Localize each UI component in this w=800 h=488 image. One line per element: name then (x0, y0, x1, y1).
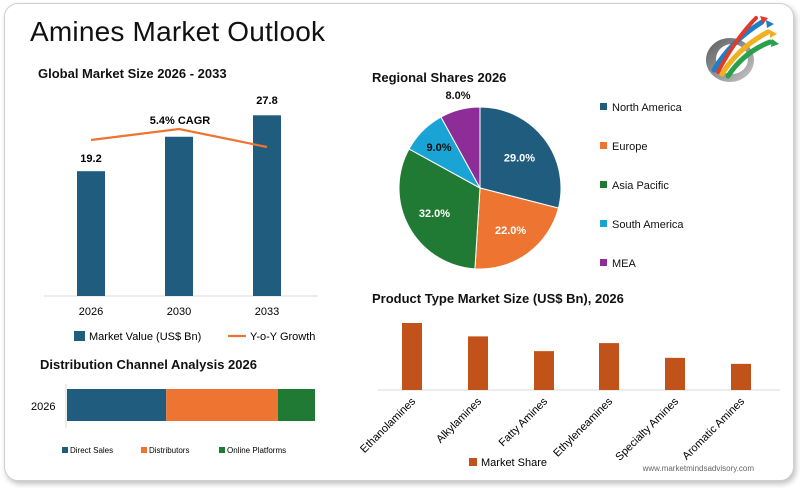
legend-item-europe: Europe (600, 137, 647, 155)
distribution-chart: 2026 Direct Sales Distributors Online Pl… (31, 384, 315, 455)
legend-item-south-america: South America (600, 215, 684, 233)
pie-slice-mea (440, 106, 481, 189)
tick-label-ethyleneamines: Ethyleneamines (551, 395, 615, 459)
bar-2026 (77, 171, 105, 296)
legend-swatch-market-share (469, 458, 477, 466)
legend-label-distributors: Distributors (149, 446, 189, 455)
pie-slice-europe (474, 187, 560, 270)
tick-label-ethanolamines: Ethanolamines (360, 395, 418, 455)
value-label-2026: 19.2 (80, 153, 101, 165)
product-type-chart: Ethanolamines Alkylamines Fatty Amines Ethy… (360, 323, 780, 469)
legend-label-market-value: Market Value (US$ Bn) (89, 331, 201, 343)
legend-item-mea: MEA (600, 254, 636, 272)
regional-shares-title: Regional Shares 2026 (372, 70, 507, 85)
legend-label-south-america: South America (612, 219, 684, 231)
legend-swatch-asia-pacific (600, 181, 607, 189)
pie-label-south-america: 9.0% (426, 142, 451, 154)
tick-label-2033: 2033 (255, 306, 279, 318)
regional-pie-chart: 29.0% 22.0% 32.0% 9.0% 8.0% (398, 90, 562, 270)
pie-label-north-america: 29.0% (504, 152, 535, 164)
global-market-chart: 19.2 27.8 5.4% CAGR 2026 2030 2033 Marke… (44, 95, 318, 343)
pie-label-mea: 8.0% (445, 90, 470, 102)
legend-label-direct-sales: Direct Sales (70, 446, 113, 455)
bar-ethanolamines (402, 323, 422, 390)
growth-line (90, 127, 268, 149)
legend-swatch-mea (600, 259, 607, 267)
legend-label-online-platforms: Online Platforms (227, 446, 286, 455)
value-label-2033: 27.8 (256, 95, 277, 107)
page-title: Amines Market Outlook (30, 16, 326, 47)
legend-swatch-north-america (600, 103, 607, 111)
legend-label-europe: Europe (612, 141, 648, 153)
bar-alkylamines (468, 336, 488, 390)
legend-swatch-south-america (600, 220, 607, 228)
bar-2033 (253, 115, 281, 296)
legend-swatch-europe (600, 142, 607, 150)
pie-slice-asia-pacific (398, 148, 481, 270)
cagr-annotation: 5.4% CAGR (150, 115, 211, 127)
pie-label-europe: 22.0% (495, 225, 526, 237)
legend-label-market-share: Market Share (481, 457, 547, 469)
bar-specialty-amines (665, 357, 685, 390)
legend-item-asia-pacific: Asia Pacific (600, 176, 669, 194)
tick-label-alkylamines: Alkylamines (434, 395, 484, 445)
bar-ethyleneamines (599, 343, 619, 390)
distribution-title: Distribution Channel Analysis 2026 (40, 357, 257, 372)
legend-label-asia-pacific: Asia Pacific (612, 180, 669, 192)
pie-slice-north-america (479, 106, 562, 209)
segment-distributors (166, 389, 278, 421)
bar-fatty-amines (534, 351, 554, 390)
tick-label-2026: 2026 (79, 306, 103, 318)
brand-logo-icon (706, 16, 779, 82)
legend-swatch-distributors (141, 447, 147, 453)
tick-label-2030: 2030 (167, 306, 191, 318)
product-type-title: Product Type Market Size (US$ Bn), 2026 (372, 291, 624, 306)
footer-url: www.marketmindsadvisory.com (642, 464, 754, 473)
legend-label-growth: Y-o-Y Growth (250, 331, 315, 343)
tick-label-specialty-amines: Specialty Amines (613, 395, 681, 463)
legend-label-north-america: North America (612, 102, 682, 114)
tick-label-aromatic-amines: Aromatic Amines (680, 395, 747, 462)
legend-label-mea: MEA (612, 258, 636, 270)
pie-label-asia-pacific: 32.0% (419, 208, 450, 220)
distribution-category-label: 2026 (31, 401, 55, 413)
segment-direct-sales (67, 389, 167, 421)
legend-item-north-america: North America (600, 98, 682, 116)
legend-swatch-market-value (74, 331, 85, 341)
tick-label-fatty-amines: Fatty Amines (497, 395, 551, 449)
bar-aromatic-amines (731, 363, 751, 390)
global-market-title: Global Market Size 2026 - 2033 (38, 66, 227, 81)
bar-2030 (165, 136, 193, 296)
legend-swatch-direct-sales (62, 447, 68, 453)
legend-swatch-online-platforms (219, 447, 225, 453)
segment-online-platforms (277, 389, 315, 421)
